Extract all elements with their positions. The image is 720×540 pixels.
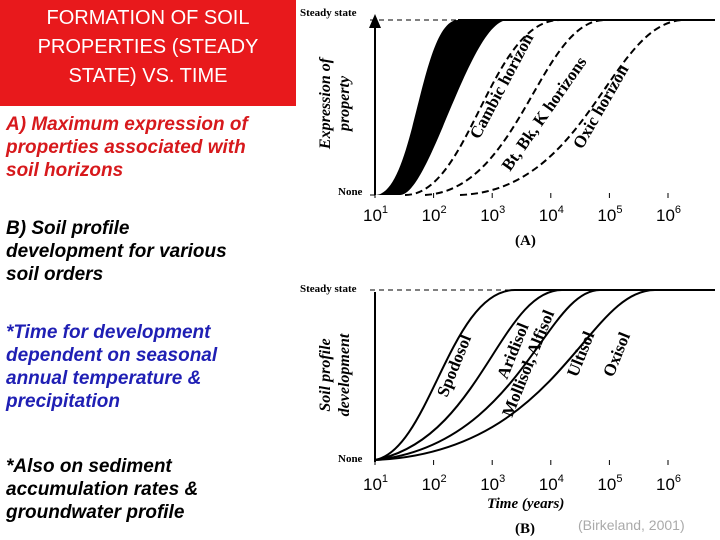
arrow (369, 14, 381, 28)
curve (424, 19, 606, 196)
curve-label: Ultisol (563, 328, 598, 379)
tick-exponent: 3 (499, 473, 505, 485)
tick-exponent: 4 (558, 473, 564, 485)
tick-base: 10 (539, 475, 558, 494)
y-label: development (336, 333, 353, 416)
figure-a (369, 14, 715, 196)
note-line: accumulation rates & (6, 479, 198, 500)
tick-base: 10 (480, 475, 499, 494)
y-label: property (336, 75, 353, 133)
title-box (0, 0, 296, 106)
curve (374, 289, 715, 461)
title-line: PROPERTIES (STEADY (38, 36, 259, 58)
tick-base: 10 (480, 206, 499, 225)
title-line: FORMATION OF SOIL (47, 7, 250, 29)
y-top-label: Steady state (300, 7, 357, 19)
y-top-label: Steady state (300, 283, 357, 295)
tick-exponent: 4 (558, 204, 564, 216)
note-line: precipitation (5, 391, 120, 412)
tick-base: 10 (597, 475, 616, 494)
tick-base: 10 (422, 475, 441, 494)
x-tick-label: 106 (656, 204, 681, 225)
tick-exponent: 3 (499, 204, 505, 216)
x-tick-label: 101 (363, 473, 388, 494)
note-line: dependent on seasonal (6, 345, 218, 366)
note-line: groundwater profile (5, 502, 185, 523)
curve (459, 19, 686, 196)
y-label: Expression of (317, 56, 334, 150)
note-line: *Also on sediment (6, 456, 172, 477)
note-line: A) Maximum expression of (5, 114, 249, 135)
x-tick-label: 102 (422, 204, 447, 225)
note-line: *Time for development (6, 322, 211, 343)
note-line: development for various (6, 241, 227, 262)
curve (404, 19, 715, 196)
tick-base: 10 (422, 206, 441, 225)
x-tick-label: 104 (539, 204, 564, 225)
tick-exponent: 1 (382, 204, 388, 216)
x-label: Time (years) (487, 496, 564, 512)
y-bottom-label: None (338, 186, 363, 198)
x-tick-label: 105 (597, 473, 622, 494)
x-tick-label: 104 (539, 473, 564, 494)
tick-exponent: 2 (441, 473, 447, 485)
note-line: properties associated with (5, 137, 246, 158)
tick-exponent: 5 (616, 473, 622, 485)
tick-base: 10 (597, 206, 616, 225)
curve (374, 289, 601, 461)
caption: (B) (515, 521, 535, 537)
source: (Birkeland, 2001) (578, 517, 685, 533)
tick-base: 10 (363, 475, 382, 494)
note-line: annual temperature & (6, 368, 201, 389)
x-tick-label: 103 (480, 204, 505, 225)
x-tick-label: 101 (363, 204, 388, 225)
curve-label: Oxisol (599, 329, 634, 379)
curve (374, 289, 656, 461)
tick-exponent: 5 (616, 204, 622, 216)
tick-exponent: 6 (675, 204, 681, 216)
tick-base: 10 (539, 206, 558, 225)
x-tick-label: 105 (597, 204, 622, 225)
tick-base: 10 (656, 475, 675, 494)
tick-exponent: 2 (441, 204, 447, 216)
note-line: soil orders (6, 264, 103, 285)
title: FORMATION OF SOIL PROPERTIES (STEADY STATE… (38, 7, 259, 87)
figure-b (370, 289, 715, 462)
note-line: soil horizons (6, 160, 123, 181)
tick-exponent: 6 (675, 473, 681, 485)
x-tick-label: 102 (422, 473, 447, 494)
y-label: Soil profile (317, 338, 334, 411)
x-tick-label: 103 (480, 473, 505, 494)
curve (374, 289, 563, 461)
note-line: B) Soil profile (6, 218, 130, 239)
title-line: STATE) VS. TIME (69, 65, 228, 87)
a-horizon-band (375, 20, 508, 195)
tick-base: 10 (656, 206, 675, 225)
tick-base: 10 (363, 206, 382, 225)
y-bottom-label: None (338, 453, 363, 465)
caption: (A) (515, 233, 536, 249)
tick-exponent: 1 (382, 473, 388, 485)
x-tick-label: 106 (656, 473, 681, 494)
